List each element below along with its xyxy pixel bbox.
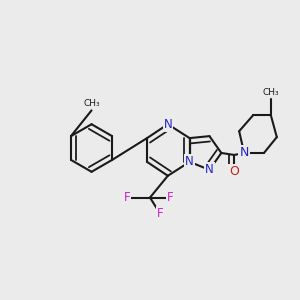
- Text: N: N: [185, 155, 194, 168]
- Text: O: O: [229, 165, 239, 178]
- Text: F: F: [124, 191, 130, 204]
- Text: N: N: [205, 163, 214, 176]
- Text: N: N: [164, 118, 172, 131]
- Text: CH₃: CH₃: [262, 88, 279, 97]
- Text: F: F: [157, 207, 163, 220]
- Text: F: F: [167, 191, 173, 204]
- Text: N: N: [239, 146, 249, 160]
- Text: CH₃: CH₃: [83, 99, 100, 108]
